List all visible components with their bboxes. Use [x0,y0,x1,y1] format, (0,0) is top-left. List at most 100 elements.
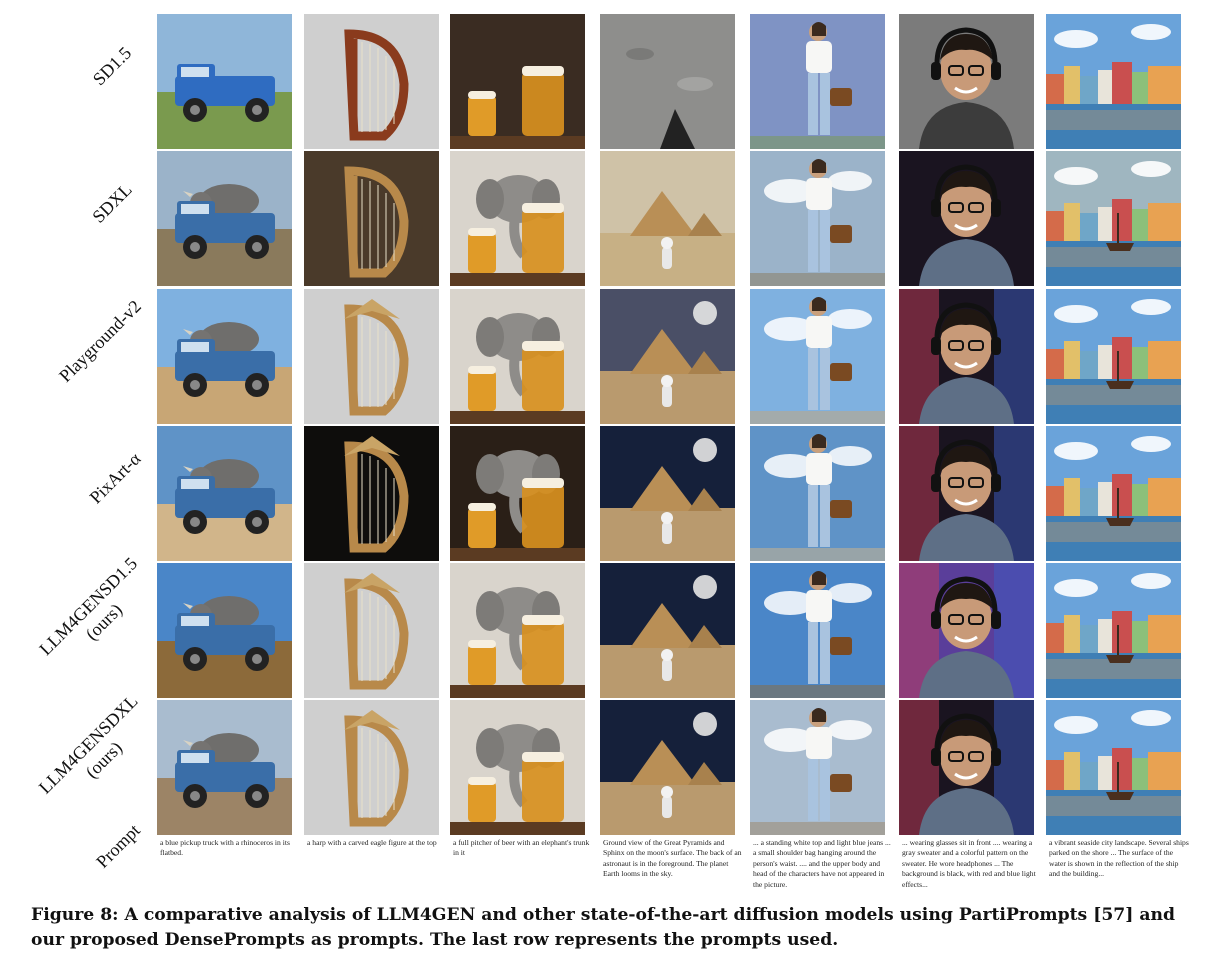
generated-image-beer-elephant [450,700,585,835]
generated-image-seaside-city [1046,426,1181,561]
generated-image-harp [304,151,439,286]
row-label: LLM4GENSD1.5 (ours) [27,545,164,682]
image-illustration [304,426,439,561]
image-illustration [304,700,439,835]
row-label: LLM4GENSDXL (ours) [27,683,164,820]
generated-image-woman-bag [750,151,885,286]
generated-image-harp [304,426,439,561]
generated-image-moon-pyramids [600,700,735,835]
generated-image-beer-elephant [450,563,585,698]
row-label: SD1.5 [51,5,173,127]
prompt-text: ... a standing white top and light blue … [753,838,891,889]
prompt-text: a vibrant seaside city landscape. Severa… [1049,838,1189,879]
image-illustration [304,563,439,698]
generated-image-moon-pyramids [600,151,735,286]
generated-image-woman-bag [750,563,885,698]
image-illustration [1046,289,1181,424]
generated-image-moon-pyramids [600,426,735,561]
generated-image-woman-bag [750,289,885,424]
image-illustration [450,289,585,424]
image-illustration [304,14,439,149]
row-label-line: SD1.5 [88,42,136,90]
image-illustration [750,426,885,561]
generated-image-woman-bag [750,426,885,561]
generated-image-beer-elephant [450,14,585,149]
image-illustration [750,289,885,424]
generated-image-harp [304,700,439,835]
image-illustration [304,289,439,424]
image-illustration [600,426,735,561]
generated-image-harp [304,14,439,149]
image-illustration [600,151,735,286]
image-illustration [157,563,292,698]
image-illustration [1046,151,1181,286]
generated-image-seaside-city [1046,563,1181,698]
image-illustration [600,289,735,424]
generated-image-man-headphones [899,700,1034,835]
image-illustration [1046,700,1181,835]
generated-image-moon-pyramids [600,563,735,698]
generated-image-man-headphones [899,563,1034,698]
prompt-text: a harp with a carved eagle figure at the… [307,838,437,847]
prompt-text: a blue pickup truck with a rhinoceros in… [160,838,290,858]
generated-image-man-headphones [899,289,1034,424]
generated-image-moon-pyramids [600,14,735,149]
row-label: SDXL [51,142,173,264]
generated-image-beer-elephant [450,289,585,424]
generated-image-pickup-truck [157,563,292,698]
row-label: Playground-v2 [39,280,161,402]
generated-image-seaside-city [1046,14,1181,149]
generated-image-harp [304,289,439,424]
image-illustration [750,563,885,698]
generated-image-seaside-city [1046,289,1181,424]
generated-image-seaside-city [1046,151,1181,286]
image-illustration [450,14,585,149]
image-illustration [600,700,735,835]
image-illustration [157,289,292,424]
generated-image-pickup-truck [157,151,292,286]
image-illustration [899,289,1034,424]
generated-image-harp [304,563,439,698]
image-illustration [304,151,439,286]
image-illustration [450,151,585,286]
image-illustration [1046,14,1181,149]
image-illustration [750,700,885,835]
image-illustration [157,14,292,149]
image-illustration [899,563,1034,698]
image-illustration [899,14,1034,149]
image-illustration [157,700,292,835]
image-illustration [450,700,585,835]
image-illustration [1046,426,1181,561]
generated-image-pickup-truck [157,289,292,424]
generated-image-beer-elephant [450,426,585,561]
image-illustration [899,426,1034,561]
generated-image-woman-bag [750,700,885,835]
image-illustration [750,151,885,286]
generated-image-woman-bag [750,14,885,149]
image-illustration [157,151,292,286]
figure-caption: Figure 8: A comparative analysis of LLM4… [31,905,1176,950]
image-illustration [450,426,585,561]
image-illustration [157,426,292,561]
image-illustration [1046,563,1181,698]
generated-image-seaside-city [1046,700,1181,835]
generated-image-pickup-truck [157,426,292,561]
image-illustration [450,563,585,698]
row-label-line: Playground-v2 [55,296,145,386]
row-label-line: SDXL [88,179,136,227]
generated-image-beer-elephant [450,151,585,286]
image-illustration [600,14,735,149]
generated-image-moon-pyramids [600,289,735,424]
prompt-text: ... wearing glasses sit in front .... we… [902,838,1036,889]
image-illustration [899,700,1034,835]
generated-image-man-headphones [899,14,1034,149]
image-illustration [600,563,735,698]
prompt-text: Ground view of the Great Pyramids and Sp… [603,838,742,879]
generated-image-pickup-truck [157,700,292,835]
image-illustration [750,14,885,149]
prompt-text: a full pitcher of beer with an elephant'… [453,838,590,858]
generated-image-man-headphones [899,426,1034,561]
image-illustration [899,151,1034,286]
generated-image-man-headphones [899,151,1034,286]
generated-image-pickup-truck [157,14,292,149]
